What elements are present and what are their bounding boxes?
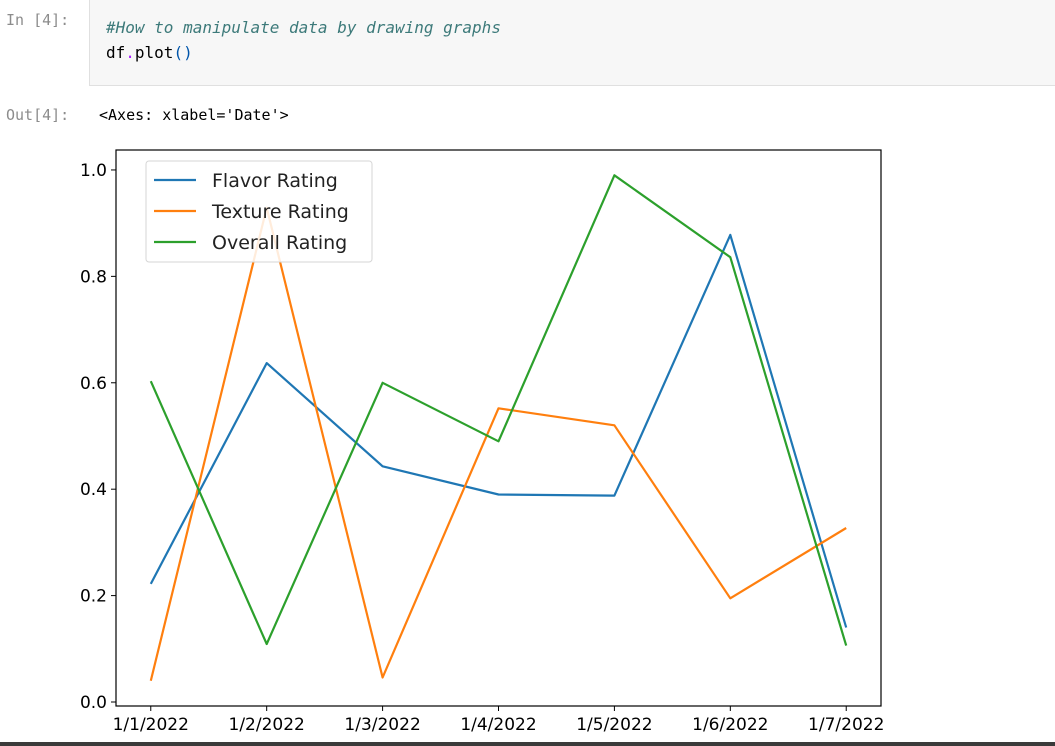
series-line-flavor-rating (149, 233, 848, 628)
x-tick-label: 1/5/2022 (576, 715, 652, 735)
output-repr: <Axes: xlabel='Date'> (99, 106, 289, 124)
legend-label: Flavor Rating (212, 170, 338, 192)
y-tick-label: 0.8 (80, 267, 107, 287)
code-object: df (106, 43, 126, 62)
code-method: plot (134, 43, 174, 62)
y-tick-label: 0.4 (80, 480, 107, 500)
output-prompt: Out[4]: (6, 106, 70, 124)
y-tick-label: 0.2 (80, 587, 107, 607)
code-comment: #How to manipulate data by drawing graph… (106, 18, 501, 37)
legend-label: Texture Rating (211, 201, 349, 223)
series-line-overall-rating (149, 174, 848, 646)
code-cell[interactable]: #How to manipulate data by drawing graph… (89, 0, 1055, 86)
x-tick-label: 1/1/2022 (113, 715, 189, 735)
x-tick-label: 1/2/2022 (229, 715, 305, 735)
x-tick-label: 1/6/2022 (692, 715, 768, 735)
code-statement: df.plot() (106, 43, 193, 62)
legend-box (145, 160, 373, 263)
x-tick-label: 1/7/2022 (808, 715, 884, 735)
y-tick-label: 0.0 (80, 693, 107, 713)
x-tick-label: 1/3/2022 (344, 715, 420, 735)
input-prompt: In [4]: (6, 11, 70, 29)
code-parens: () (173, 43, 193, 62)
series-line-texture-rating (149, 206, 847, 681)
code-dot: . (125, 43, 135, 62)
x-tick-label: 1/4/2022 (460, 715, 536, 735)
scroll-edge (0, 742, 1055, 746)
y-tick-label: 1.0 (80, 161, 107, 181)
y-tick-label: 0.6 (80, 374, 107, 394)
legend-label: Overall Rating (212, 232, 347, 254)
